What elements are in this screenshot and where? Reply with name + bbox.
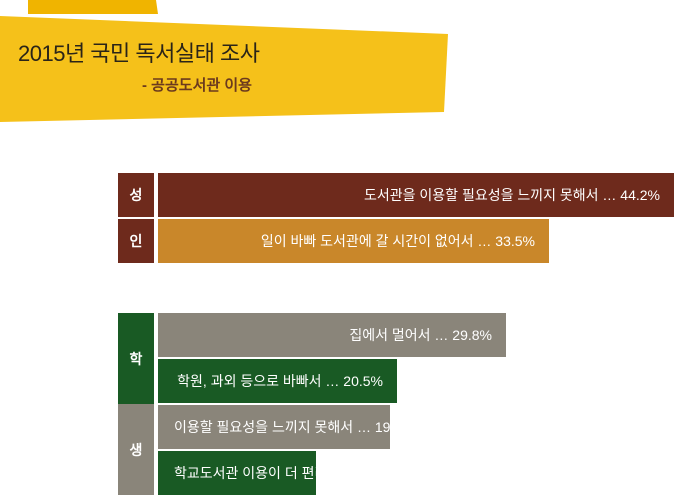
bar-student-2: 학원, 과외 등으로 바빠서 … 20.5% [158,359,397,403]
bar-label: 이용할 필요성을 느끼지 못해서 … 19.9% [174,419,415,435]
group-label-adult-2: 인 [118,219,154,263]
bar-student-4: 학교도서관 이용이 더 편리 … 13.5% [158,451,389,495]
banner-tab-shape [28,0,158,14]
bar-student-1: 집에서 멀어서 … 29.8% [158,313,506,357]
bar-label: 집에서 멀어서 … 29.8% [349,327,492,343]
page-title: 2015년 국민 독서실태 조사 [18,41,260,66]
bar-label: 일이 바빠 도서관에 갈 시간이 없어서 … 33.5% [260,233,535,249]
banner-main-shape [0,16,448,122]
group-label-student-1: 학 [118,313,154,404]
bar-label: 도서관을 이용할 필요성을 느끼지 못해서 … 44.2% [364,187,660,203]
group-label-adult-1: 성 [118,173,154,217]
bar-adult-2: 일이 바빠 도서관에 갈 시간이 없어서 … 33.5% [158,219,549,263]
bar-student-3: 이용할 필요성을 느끼지 못해서 … 19.9% [158,405,415,449]
title-banner [0,0,448,122]
page-subtitle: - 공공도서관 이용 [142,77,252,94]
bar-adult-1: 도서관을 이용할 필요성을 느끼지 못해서 … 44.2% [158,173,674,217]
group-label-student-2: 생 [118,404,154,495]
bar-label: 학원, 과외 등으로 바빠서 … 20.5% [177,373,383,389]
bar-label: 학교도서관 이용이 더 편리 … 13.5% [174,465,389,481]
